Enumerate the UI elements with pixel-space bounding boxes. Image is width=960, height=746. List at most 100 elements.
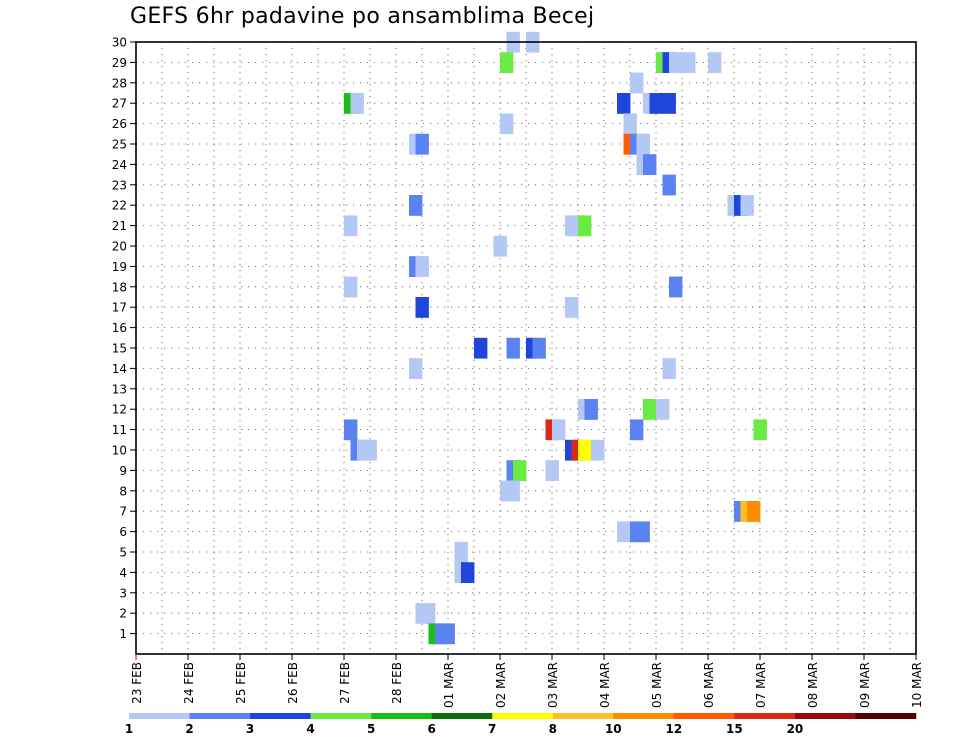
x-tick-label: 08 MAR <box>806 662 820 708</box>
colorbar-segment <box>855 713 917 719</box>
data-cell <box>565 297 579 318</box>
data-cell <box>591 439 605 461</box>
colorbar-segment <box>492 713 554 719</box>
y-tick-label: 23 <box>112 178 127 192</box>
colorbar-label: 5 <box>367 722 375 736</box>
colorbar-segment <box>371 713 432 719</box>
data-cell <box>506 480 520 502</box>
x-tick-label: 06 MAR <box>702 662 716 708</box>
data-cell <box>753 419 767 441</box>
x-tick-label: 24 FEB <box>182 662 196 704</box>
data-cell <box>350 93 364 114</box>
data-cell <box>415 297 429 318</box>
data-cell <box>500 52 514 73</box>
y-tick-label: 15 <box>112 342 127 356</box>
x-tick-label: 05 MAR <box>650 662 664 708</box>
data-cell <box>474 337 488 359</box>
data-cell <box>649 93 663 114</box>
data-cell <box>441 623 455 645</box>
data-cell <box>344 215 358 237</box>
x-tick-label: 07 MAR <box>754 662 768 708</box>
colorbar-segment <box>552 713 614 719</box>
x-tick-label: 26 FEB <box>286 662 300 704</box>
data-cell <box>461 562 475 583</box>
chart-title: GEFS 6hr padavine po ansamblima Becej <box>130 4 595 29</box>
y-tick-label: 9 <box>119 464 127 478</box>
x-tick-label: 01 MAR <box>442 662 456 708</box>
y-tick-label: 10 <box>112 444 127 458</box>
colorbar-segment <box>431 713 493 719</box>
data-cell <box>409 358 423 379</box>
data-cell <box>708 52 722 73</box>
y-tick-label: 30 <box>112 36 127 50</box>
data-cell <box>363 439 377 461</box>
colorbar-segment <box>613 713 675 719</box>
colorbar-label: 2 <box>185 722 193 736</box>
data-cell <box>344 276 358 298</box>
colorbar-label: 3 <box>246 722 254 736</box>
data-cell <box>415 256 429 277</box>
colorbar-label: 10 <box>605 722 622 736</box>
data-cell <box>662 358 676 379</box>
y-tick-label: 8 <box>119 484 127 498</box>
data-cell <box>747 501 761 522</box>
y-tick-label: 14 <box>112 362 127 376</box>
x-tick-label: 27 FEB <box>338 662 352 704</box>
colorbar-label: 7 <box>488 722 496 736</box>
y-tick-label: 16 <box>112 321 127 335</box>
y-tick-label: 24 <box>112 158 127 172</box>
data-cell <box>415 133 429 155</box>
colorbar-label: 8 <box>549 722 557 736</box>
data-cell <box>656 399 670 420</box>
colorbar-segment <box>189 713 251 719</box>
data-cell <box>584 399 598 420</box>
data-cell <box>662 93 676 114</box>
data-cell <box>506 337 520 359</box>
y-tick-label: 27 <box>112 97 127 111</box>
data-cell <box>578 215 592 237</box>
x-tick-label: 28 FEB <box>390 662 404 704</box>
data-cell <box>669 276 683 298</box>
x-tick-label: 25 FEB <box>234 662 248 704</box>
x-tick-label: 10 MAR <box>910 662 924 708</box>
colorbar-segment <box>250 713 311 719</box>
y-tick-label: 18 <box>112 280 127 294</box>
y-tick-label: 5 <box>119 546 127 560</box>
y-tick-label: 17 <box>112 301 127 315</box>
y-tick-label: 12 <box>112 403 127 417</box>
data-cell <box>500 113 514 135</box>
colorbar-label: 4 <box>306 722 314 736</box>
colorbar-label: 20 <box>787 722 804 736</box>
colorbar-segment <box>734 713 796 719</box>
y-tick-label: 25 <box>112 138 127 152</box>
x-tick-label: 04 MAR <box>598 662 612 708</box>
x-tick-label: 02 MAR <box>494 662 508 708</box>
x-tick-label: 09 MAR <box>858 662 872 708</box>
y-tick-label: 26 <box>112 117 127 131</box>
colorbar-label: 1 <box>125 722 133 736</box>
data-cell <box>682 52 696 73</box>
x-tick-label: 23 FEB <box>130 662 144 704</box>
colorbar-segment <box>129 713 190 719</box>
colorbar-segment <box>310 713 372 719</box>
data-cell <box>636 133 650 155</box>
y-tick-label: 13 <box>112 382 127 396</box>
y-tick-label: 21 <box>112 219 127 233</box>
data-cell <box>630 72 644 94</box>
y-tick-label: 4 <box>119 566 127 580</box>
x-tick-label: 03 MAR <box>546 662 560 708</box>
y-tick-label: 19 <box>112 260 127 274</box>
data-cell <box>643 399 657 420</box>
y-tick-label: 6 <box>119 525 127 539</box>
data-cell <box>344 419 358 441</box>
data-cell <box>669 52 683 73</box>
y-tick-label: 20 <box>112 240 127 254</box>
data-cell <box>740 195 754 216</box>
colorbar-segment <box>673 713 735 719</box>
data-cell <box>454 541 468 563</box>
colorbar-segment <box>794 713 856 719</box>
y-tick-label: 11 <box>112 423 127 437</box>
y-tick-label: 7 <box>119 505 127 519</box>
